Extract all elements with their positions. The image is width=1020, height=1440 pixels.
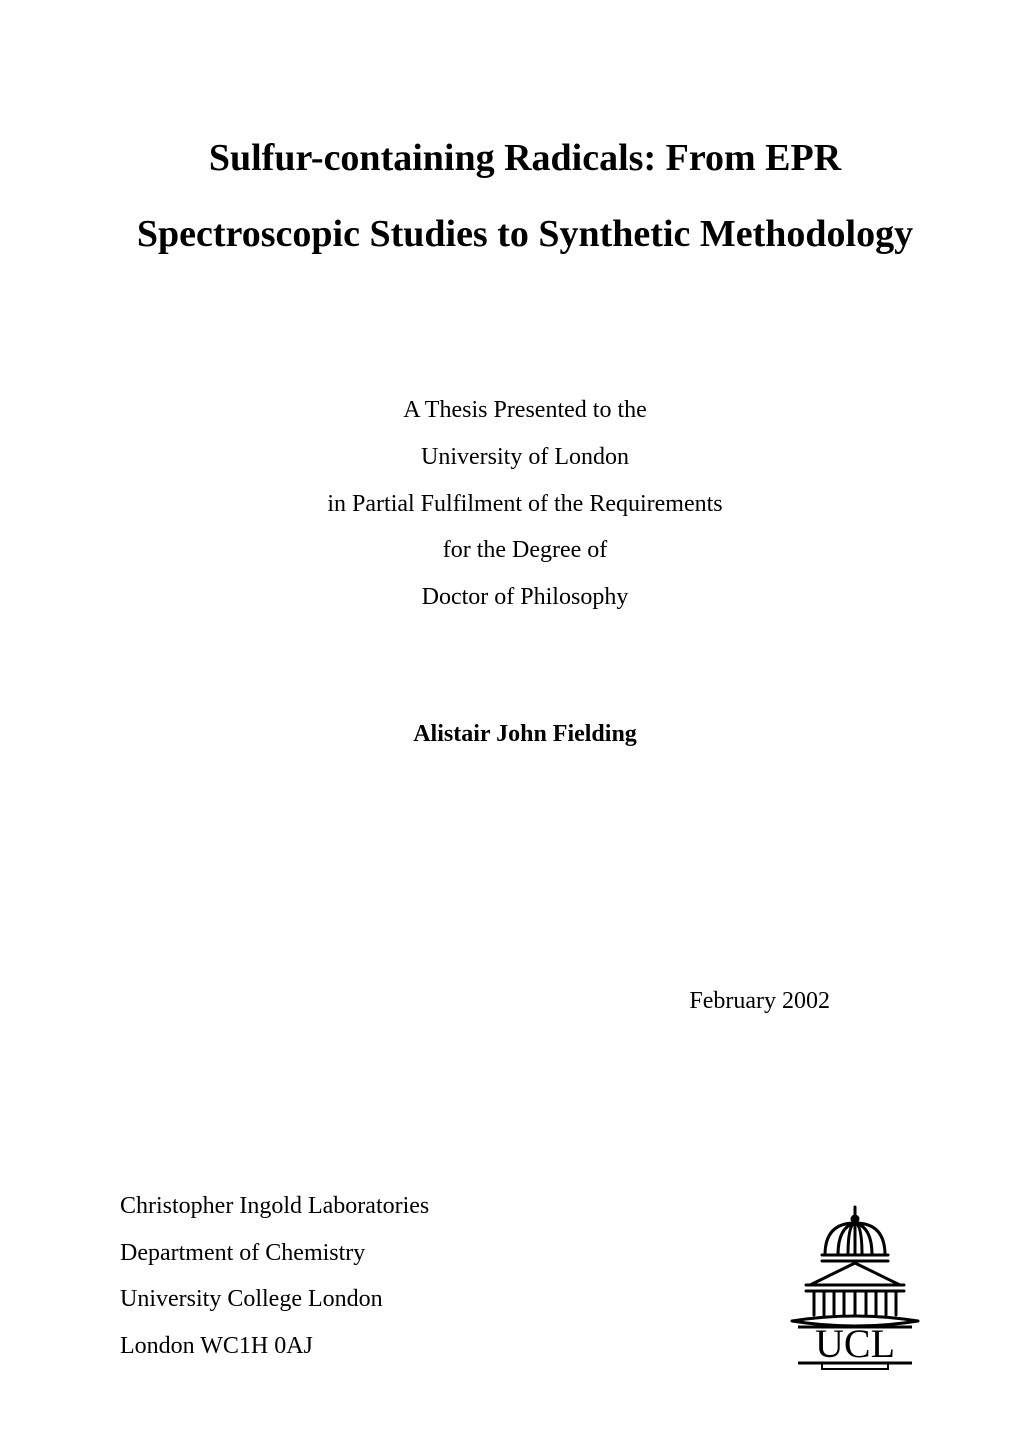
submission-date: February 2002 (120, 988, 930, 1015)
ucl-logo-icon: UCL (780, 1205, 930, 1370)
thesis-title: Sulfur-containing Radicals: From EPR Spe… (120, 120, 930, 272)
affiliation-line-3: University College London (120, 1276, 429, 1323)
title-page: Sulfur-containing Radicals: From EPR Spe… (0, 0, 1020, 1440)
affiliation-line-2: Department of Chemistry (120, 1230, 429, 1277)
thesis-line-3: in Partial Fulfilment of the Requirement… (120, 481, 930, 528)
footer-region: Christopher Ingold Laboratories Departme… (120, 1183, 930, 1370)
affiliation: Christopher Ingold Laboratories Departme… (120, 1183, 429, 1370)
thesis-line-4: for the Degree of (120, 527, 930, 574)
thesis-line-2: University of London (120, 434, 930, 481)
affiliation-line-4: London WC1H 0AJ (120, 1323, 429, 1370)
date-text: February 2002 (120, 988, 830, 1015)
author-name: Alistair John Fielding (120, 721, 930, 748)
thesis-line-1: A Thesis Presented to the (120, 387, 930, 434)
thesis-statement: A Thesis Presented to the University of … (120, 387, 930, 621)
title-line-2: Spectroscopic Studies to Synthetic Metho… (120, 196, 930, 272)
author: Alistair John Fielding (120, 721, 930, 748)
affiliation-line-1: Christopher Ingold Laboratories (120, 1183, 429, 1230)
thesis-line-5: Doctor of Philosophy (120, 574, 930, 621)
title-line-1: Sulfur-containing Radicals: From EPR (120, 120, 930, 196)
ucl-logo: UCL (780, 1205, 930, 1370)
